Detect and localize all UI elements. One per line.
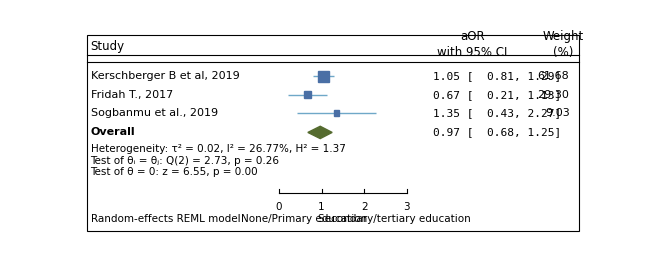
Text: 1.05 [  0.81, 1.29]: 1.05 [ 0.81, 1.29] [433, 71, 562, 81]
Text: 2: 2 [361, 203, 367, 213]
Text: 29.30: 29.30 [538, 90, 569, 100]
Text: None/Primary education: None/Primary education [241, 214, 368, 224]
Text: aOR
with 95% CI: aOR with 95% CI [437, 30, 508, 59]
Text: 0.67 [  0.21, 1.13]: 0.67 [ 0.21, 1.13] [433, 90, 562, 100]
Text: Test of θᵢ = θⱼ: Q(2) = 2.73, p = 0.26: Test of θᵢ = θⱼ: Q(2) = 2.73, p = 0.26 [90, 156, 280, 166]
Polygon shape [308, 126, 332, 139]
Text: 0: 0 [276, 203, 282, 213]
Text: Weight
(%): Weight (%) [543, 30, 584, 59]
Text: Heterogeneity: τ² = 0.02, I² = 26.77%, H² = 1.37: Heterogeneity: τ² = 0.02, I² = 26.77%, H… [90, 144, 345, 154]
Bar [318, 71, 329, 82]
Text: 1: 1 [318, 203, 325, 213]
Text: Sogbanmu et al., 2019: Sogbanmu et al., 2019 [90, 108, 218, 118]
Text: Random-effects REML model: Random-effects REML model [90, 214, 240, 224]
Text: Test of θ = 0: z = 6.55, p = 0.00: Test of θ = 0: z = 6.55, p = 0.00 [90, 168, 258, 178]
Text: Study: Study [90, 41, 125, 53]
Text: 0.97 [  0.68, 1.25]: 0.97 [ 0.68, 1.25] [433, 128, 562, 138]
Text: 1.35 [  0.43, 2.27]: 1.35 [ 0.43, 2.27] [433, 108, 562, 118]
Text: 61.68: 61.68 [538, 71, 569, 81]
Bar [333, 110, 339, 116]
Text: Secondary/tertiary education: Secondary/tertiary education [318, 214, 471, 224]
Text: Kerschberger B et al, 2019: Kerschberger B et al, 2019 [90, 71, 239, 81]
Text: Fridah T., 2017: Fridah T., 2017 [90, 90, 173, 100]
Text: Overall: Overall [90, 128, 135, 138]
Text: 3: 3 [404, 203, 410, 213]
Text: 9.03: 9.03 [545, 108, 569, 118]
Bar [304, 91, 311, 98]
